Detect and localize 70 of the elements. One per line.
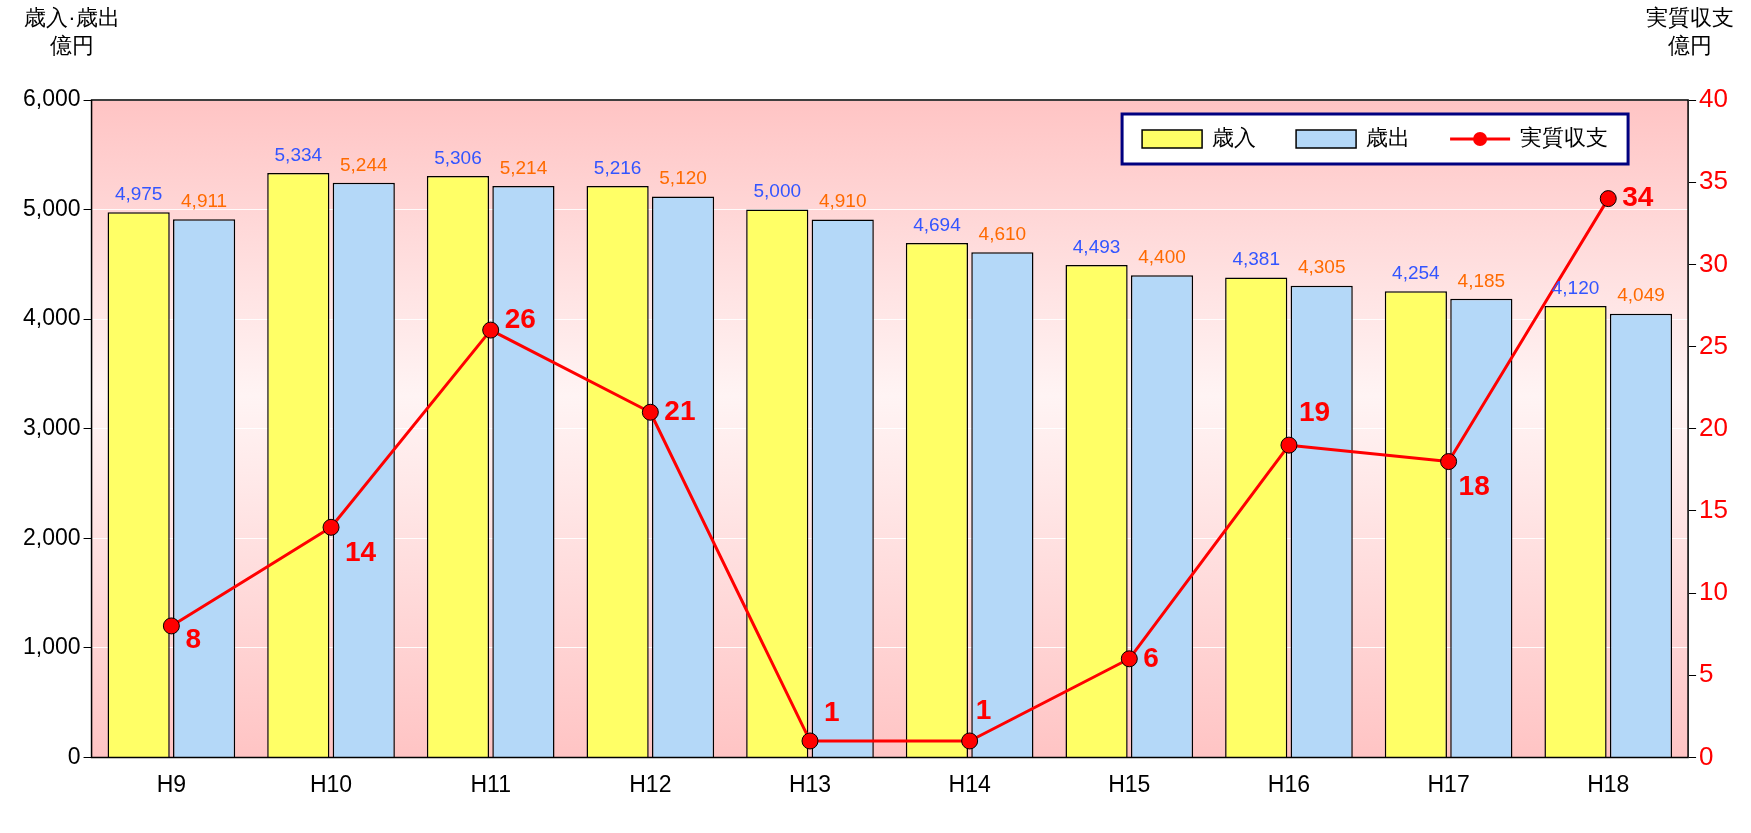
data-label: 5,334 <box>274 143 323 165</box>
point <box>162 617 180 635</box>
y2-axis-title: 実質収支億円 <box>1646 5 1734 59</box>
data-label: 4,254 <box>1392 262 1441 284</box>
point <box>801 732 819 750</box>
point <box>641 403 659 421</box>
y2-tick-label: 15 <box>1699 494 1728 525</box>
y-tick-label: 4,000 <box>22 304 81 331</box>
data-label: 5,306 <box>434 146 482 168</box>
x-tick-label: H14 <box>948 770 991 797</box>
y-tick-label: 0 <box>67 742 81 769</box>
data-label: 21 <box>664 394 696 426</box>
y-tick-label: 1,000 <box>22 633 81 660</box>
data-label: 4,975 <box>114 183 163 205</box>
data-label: 4,381 <box>1232 248 1280 270</box>
data-label: 19 <box>1298 395 1331 427</box>
y2-tick-label: 10 <box>1699 576 1728 607</box>
point <box>482 321 500 339</box>
y2-tick-label: 5 <box>1699 658 1714 689</box>
x-tick-label: H18 <box>1587 770 1630 797</box>
y2-tick-label: 25 <box>1699 329 1728 360</box>
y2-tick-label: 40 <box>1699 83 1728 114</box>
x-tick-label: H11 <box>470 770 511 797</box>
data-label: 4,911 <box>181 190 228 212</box>
y-tick-label: 3,000 <box>22 414 81 441</box>
data-label: 4,400 <box>1138 246 1186 268</box>
data-label: 4,694 <box>913 213 962 235</box>
legend-label: 実質収支 <box>1520 125 1609 151</box>
y2-tick-label: 0 <box>1699 740 1714 771</box>
point <box>1280 436 1298 454</box>
data-label: 34 <box>1622 181 1654 213</box>
y2-tick-label: 30 <box>1699 247 1728 278</box>
data-label: 26 <box>504 302 536 334</box>
point <box>1120 650 1138 668</box>
y-tick-label: 5,000 <box>22 194 81 221</box>
data-label: 5,000 <box>753 180 802 202</box>
data-label: 14 <box>345 536 377 568</box>
data-label: 1 <box>975 693 992 725</box>
data-label: 4,610 <box>978 223 1027 245</box>
point <box>322 518 340 536</box>
y-axis-title: 歳入·歳出億円 <box>24 5 120 59</box>
point <box>1599 190 1617 208</box>
point <box>1440 453 1458 471</box>
x-tick-label: H16 <box>1267 770 1311 797</box>
x-tick-label: H17 <box>1427 770 1470 797</box>
data-label: 1 <box>823 695 840 727</box>
x-tick-label: H9 <box>156 770 187 797</box>
y2-tick-label: 35 <box>1699 165 1728 196</box>
x-tick-label: H15 <box>1108 770 1151 797</box>
data-label: 5,244 <box>339 153 388 175</box>
data-label: 18 <box>1458 470 1490 502</box>
x-tick-label: H10 <box>309 770 353 797</box>
data-label: 6 <box>1143 641 1159 673</box>
data-label: 4,910 <box>818 190 867 212</box>
legend-label: 歳出 <box>1366 125 1411 151</box>
legend-label: 歳入 <box>1212 125 1257 151</box>
data-label: 5,120 <box>659 167 707 189</box>
data-label: 5,214 <box>499 156 548 178</box>
point <box>961 732 979 750</box>
data-label: 4,493 <box>1072 235 1121 257</box>
x-tick-label: H12 <box>629 770 672 797</box>
y-tick-label: 2,000 <box>22 523 81 550</box>
data-label: 8 <box>185 622 201 654</box>
data-label: 5,216 <box>593 156 642 178</box>
data-label: 4,185 <box>1457 269 1506 291</box>
data-label: 4,049 <box>1617 284 1665 306</box>
y2-tick-label: 20 <box>1699 411 1728 442</box>
data-label: 4,305 <box>1297 256 1346 278</box>
x-tick-label: H13 <box>788 770 832 797</box>
y-tick-label: 6,000 <box>22 85 81 112</box>
